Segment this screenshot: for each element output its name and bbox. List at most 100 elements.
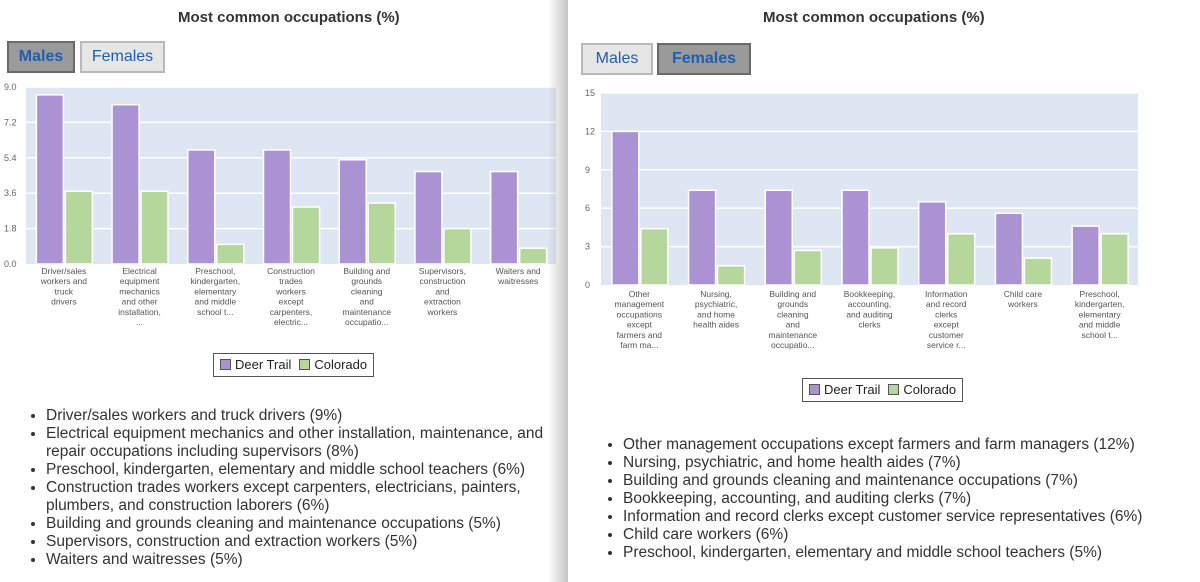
list-item: Construction trades workers except carpe… <box>46 479 568 515</box>
x-tick-label: and middle <box>1079 320 1121 330</box>
x-tick-label: elementary <box>194 286 237 296</box>
bar-colorado <box>870 247 899 286</box>
chart-legend: Deer Trail Colorado <box>213 353 375 377</box>
legend-item-deer-trail: Deer Trail <box>809 382 880 397</box>
x-tick-label: except <box>627 320 653 330</box>
x-tick-label: Nursing, <box>700 289 732 299</box>
x-tick-label: farmers and <box>617 330 663 340</box>
y-tick-label: 15 <box>585 88 595 98</box>
bar-colorado <box>946 233 976 286</box>
x-tick-label: ... <box>136 317 143 327</box>
y-tick-label: 1.8 <box>4 224 17 234</box>
bar-deer-trail <box>994 212 1024 286</box>
list-item: Preschool, kindergarten, elementary and … <box>623 544 1195 562</box>
tab-females[interactable]: Females <box>657 43 751 75</box>
list-item: Electrical equipment mechanics and other… <box>46 425 568 461</box>
x-tick-label: cleaning <box>351 286 383 296</box>
legend-swatch-colorado <box>888 384 900 395</box>
legend-item-deer-trail: Deer Trail <box>220 357 291 372</box>
tab-females[interactable]: Females <box>80 41 165 73</box>
tab-males[interactable]: Males <box>7 41 75 73</box>
x-tick-label: construction <box>420 276 466 286</box>
x-tick-label: Bookkeeping, <box>844 289 896 299</box>
bar-deer-trail <box>489 170 519 265</box>
list-item: Other management occupations except farm… <box>623 436 1195 454</box>
legend-label: Colorado <box>314 357 368 372</box>
x-tick-label: management <box>615 299 665 309</box>
x-tick-label: workers and <box>40 276 88 286</box>
y-tick-label: 12 <box>585 126 595 136</box>
legend-item-colorado: Colorado <box>299 357 367 372</box>
x-tick-label: occupations <box>617 309 662 319</box>
x-tick-label: cleaning <box>777 309 809 319</box>
y-tick-label: 3 <box>585 242 590 252</box>
x-tick-label: school t... <box>197 307 233 317</box>
x-tick-label: occupatio... <box>771 340 814 350</box>
x-tick-label: drivers <box>51 297 77 307</box>
legend-label: Deer Trail <box>824 382 881 397</box>
occupations-chart-females: 03691215Othermanagementoccupationsexcept… <box>585 88 1138 350</box>
x-tick-label: workers <box>1007 299 1038 309</box>
x-tick-label: workers <box>275 286 306 296</box>
x-tick-label: Waiters and <box>496 266 541 276</box>
x-tick-label: and middle <box>194 297 236 307</box>
list-item: Nursing, psychiatric, and home health ai… <box>623 454 1195 472</box>
x-tick-label: and <box>786 320 800 330</box>
bar-colorado <box>518 247 548 265</box>
bar-deer-trail <box>111 103 140 265</box>
bar-deer-trail <box>35 94 65 265</box>
x-tick-label: electric... <box>274 317 308 327</box>
bar-colorado <box>1100 233 1129 286</box>
legend-swatch-deer-trail <box>809 384 820 395</box>
y-tick-label: 9 <box>585 165 590 175</box>
list-item: Information and record clerks except cus… <box>623 508 1195 526</box>
x-tick-label: kindergarten, <box>1075 299 1125 309</box>
bar-deer-trail <box>414 170 443 265</box>
list-item: Child care workers (6%) <box>623 526 1195 544</box>
panel-shadow <box>548 0 568 582</box>
x-tick-label: Information <box>925 289 968 299</box>
x-tick-label: maintenance <box>768 330 817 340</box>
bar-deer-trail <box>262 149 292 265</box>
bar-deer-trail <box>611 130 640 286</box>
x-tick-label: and <box>435 286 449 296</box>
x-tick-label: Building and <box>343 266 390 276</box>
bar-colorado <box>64 190 94 265</box>
x-tick-label: Preschool, <box>195 266 235 276</box>
bar-colorado <box>640 227 669 286</box>
bar-deer-trail <box>917 201 947 286</box>
x-tick-label: psychiatric, <box>695 299 738 309</box>
bar-deer-trail <box>338 159 367 265</box>
bar-colorado <box>367 202 396 265</box>
legend-swatch-colorado <box>299 359 311 370</box>
bar-colorado <box>793 249 823 286</box>
bar-deer-trail <box>187 149 216 265</box>
x-tick-label: and auditing <box>846 309 893 319</box>
y-tick-label: 9.0 <box>4 82 17 92</box>
list-item: Bookkeeping, accounting, and auditing cl… <box>623 490 1195 508</box>
y-tick-label: 3.6 <box>4 188 17 198</box>
occupation-list: Driver/sales workers and truck drivers (… <box>28 407 568 569</box>
bar-deer-trail <box>1071 225 1100 286</box>
x-tick-label: service r... <box>927 340 966 350</box>
legend-item-colorado: Colorado <box>888 382 956 397</box>
x-tick-label: except <box>278 297 304 307</box>
y-tick-label: 7.2 <box>4 117 17 127</box>
x-tick-label: mechanics <box>119 286 160 296</box>
x-tick-label: clerks <box>858 320 880 330</box>
x-tick-label: Construction <box>267 266 315 276</box>
tab-males[interactable]: Males <box>581 43 653 75</box>
y-tick-label: 0 <box>585 280 590 290</box>
x-tick-label: Building and <box>769 289 816 299</box>
x-tick-label: school t... <box>1081 330 1117 340</box>
x-tick-label: Preschool, <box>1080 289 1120 299</box>
legend-label: Colorado <box>903 382 957 397</box>
legend-swatch-deer-trail <box>220 359 231 370</box>
x-tick-label: occupatio... <box>345 317 388 327</box>
x-tick-label: health aides <box>693 320 739 330</box>
list-item: Preschool, kindergarten, elementary and … <box>46 461 568 479</box>
x-tick-label: and home <box>697 309 735 319</box>
x-tick-label: grounds <box>351 276 382 286</box>
x-tick-label: Other <box>629 289 650 299</box>
list-item: Supervisors, construction and extraction… <box>46 533 568 551</box>
